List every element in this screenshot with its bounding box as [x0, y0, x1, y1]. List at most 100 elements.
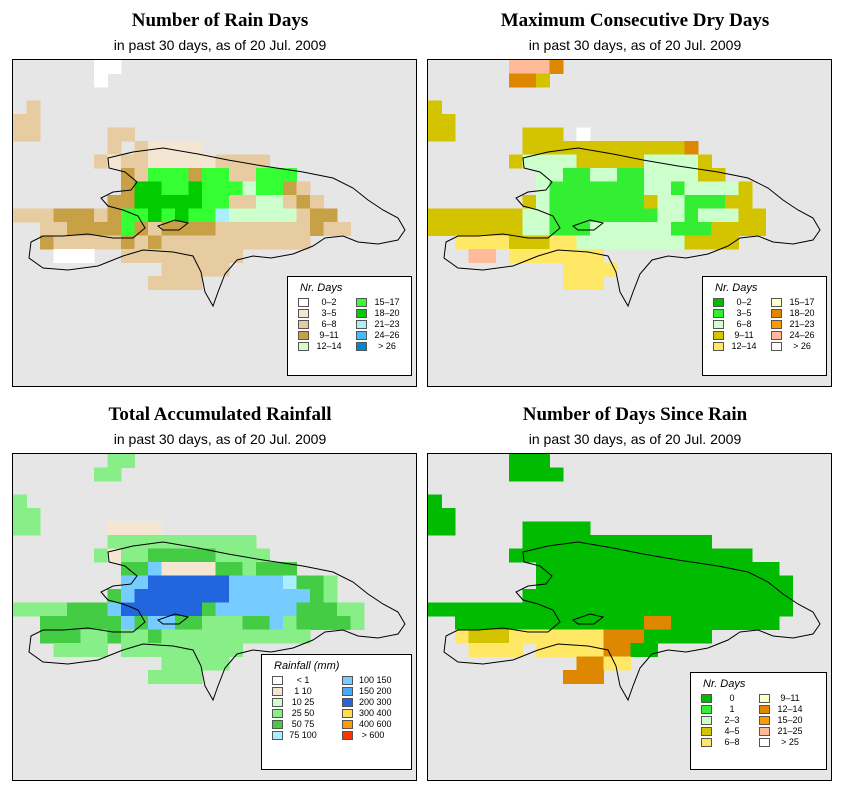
legend-item: > 25: [759, 737, 804, 748]
grid-cell: [590, 602, 604, 617]
legend-label: 12–14: [731, 341, 757, 352]
grid-cell: [711, 548, 726, 563]
grid-cell: [617, 616, 631, 630]
grid-cell: [590, 670, 604, 684]
grid-cell: [121, 629, 135, 644]
grid-cell: [725, 548, 739, 563]
legend-label: > 26: [378, 341, 396, 352]
grid-cell: [94, 222, 108, 236]
legend-label: 24–26: [789, 330, 815, 341]
grid-cell: [229, 222, 243, 236]
grid-cell: [522, 235, 537, 250]
grid-cell: [175, 168, 189, 182]
grid-cell: [603, 643, 618, 657]
grid-cell: [617, 643, 631, 657]
grid-cell: [188, 276, 203, 290]
island-outline: [443, 147, 821, 308]
grid-cell: [509, 548, 523, 563]
grid-cell: [256, 195, 270, 209]
grid-cell: [671, 629, 685, 644]
grid-cell: [576, 168, 591, 182]
grid-cell: [161, 602, 176, 617]
grid-cell: [94, 154, 108, 169]
grid-cell: [283, 602, 297, 617]
panel-total-rainfall: Total Accumulated Rainfall in past 30 da…: [10, 400, 430, 781]
grid-cell: [657, 141, 672, 155]
legend-label: 10 25: [291, 697, 315, 708]
grid-cell: [495, 629, 510, 644]
coastline: [443, 541, 821, 702]
grid-cell: [725, 208, 739, 223]
grid-cell: [202, 249, 216, 263]
grid-cell: [563, 535, 577, 549]
grid-cell: [296, 602, 311, 617]
legend-item: 6–8: [701, 737, 746, 748]
grid-cell: [711, 195, 726, 209]
map-rain-days: [12, 59, 417, 387]
grid-cell: [94, 235, 108, 250]
grid-cell: [256, 629, 270, 644]
legend-item: 200 300: [342, 697, 392, 708]
grid-cell: [509, 222, 523, 236]
grid-cell: [13, 127, 27, 142]
rainfall-grid: [13, 454, 365, 684]
legend-item: 15–17: [771, 297, 816, 308]
grid-cell: [603, 616, 618, 630]
grid-cell: [161, 168, 176, 182]
grid-cell: [188, 222, 203, 236]
legend-swatch: [759, 705, 770, 715]
legend-item: 100 150: [342, 675, 392, 686]
grid-cell: [269, 168, 284, 182]
grid-cell: [107, 602, 122, 617]
grid-cell: [563, 562, 577, 576]
grid-cell: [202, 154, 216, 169]
legend-item: 15–20: [759, 715, 804, 726]
legend-swatch: [771, 342, 782, 352]
grid-cell: [576, 276, 591, 290]
grid-cell: [468, 629, 483, 644]
grid-cell: [134, 629, 149, 644]
grid-cell: [242, 589, 257, 603]
grid-cell: [617, 141, 631, 155]
grid-cell: [283, 575, 297, 590]
grid-cell: [188, 562, 203, 576]
grid-cell: [576, 535, 591, 549]
grid-cell: [657, 535, 672, 549]
grid-cell: [698, 222, 712, 236]
legend-swatch: [298, 342, 309, 352]
grid-cell: [80, 235, 95, 250]
grid-cell: [630, 629, 645, 644]
grid-cell: [549, 60, 564, 74]
legend-label: 3–5: [736, 308, 752, 319]
grid-cell: [107, 154, 122, 169]
grid-cell: [455, 222, 469, 236]
grid-cell: [671, 222, 685, 236]
legend-item: 25 50: [272, 708, 317, 719]
grid-cell: [563, 195, 577, 209]
legend-swatch: [272, 731, 283, 741]
grid-cell: [522, 141, 537, 155]
grid-cell: [603, 262, 618, 277]
grid-cell: [576, 249, 591, 263]
grid-cell: [134, 602, 149, 617]
grid-cell: [590, 249, 604, 263]
grid-cell: [738, 589, 753, 603]
grid-cell: [522, 154, 537, 169]
grid-cell: [536, 249, 550, 263]
legend-swatch: [356, 331, 367, 341]
grid-cell: [188, 154, 203, 169]
grid-cell: [215, 589, 230, 603]
legend-label: 0: [729, 693, 735, 704]
grid-cell: [684, 602, 699, 617]
grid-cell: [617, 602, 631, 617]
grid-cell: [549, 467, 564, 482]
grid-cell: [242, 235, 257, 250]
legend-item: 75 100: [272, 730, 317, 741]
grid-cell: [468, 235, 483, 250]
grid-cell: [536, 127, 550, 142]
grid-cell: [657, 195, 672, 209]
grid-cell: [26, 127, 41, 142]
grid-cell: [148, 276, 162, 290]
legend-days-since-rain: Nr. Days 0 1 2–3 4–5 6–8 9–11 12–14 15–20 21–25 >…: [690, 672, 827, 770]
grid-cell: [738, 602, 753, 617]
